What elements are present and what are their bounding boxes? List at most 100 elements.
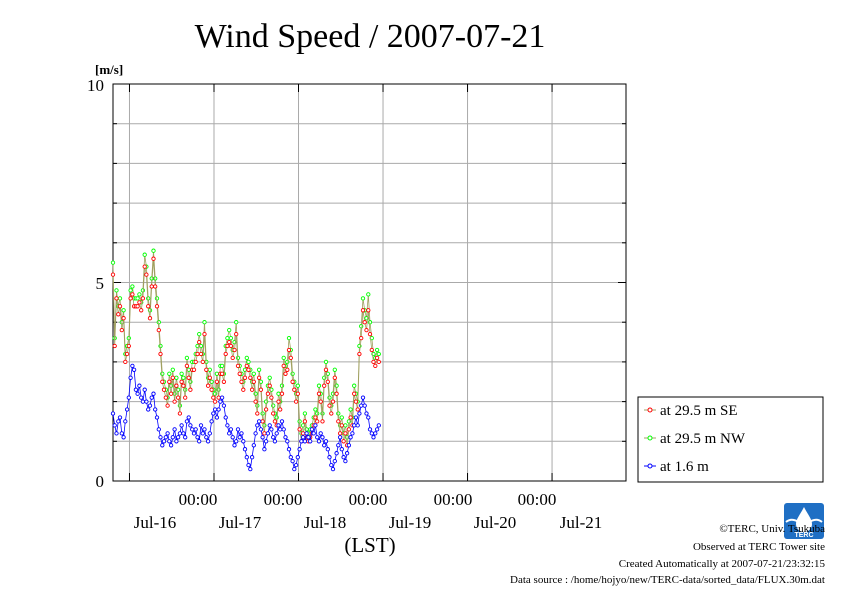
data-point	[110, 272, 116, 277]
data-point	[153, 284, 158, 289]
data-point	[276, 391, 281, 396]
data-point	[332, 367, 337, 372]
data-point	[128, 288, 133, 293]
data-point	[225, 423, 230, 428]
data-point	[344, 451, 350, 456]
data-point	[183, 395, 188, 400]
data-point	[334, 391, 339, 396]
data-point	[218, 399, 223, 404]
series-line	[112, 250, 380, 438]
data-point	[285, 359, 290, 365]
data-point	[360, 395, 366, 400]
data-point	[156, 427, 161, 432]
data-point	[200, 359, 205, 365]
data-point	[290, 458, 295, 464]
data-point	[114, 288, 119, 293]
data-point	[302, 419, 308, 424]
data-point	[330, 391, 336, 396]
data-point	[295, 455, 300, 460]
data-point	[355, 407, 360, 412]
data-point	[117, 304, 123, 309]
data-point	[158, 351, 163, 357]
data-point	[355, 423, 360, 428]
data-point	[244, 363, 249, 369]
data-point	[278, 407, 283, 412]
data-point	[207, 431, 212, 436]
series-1	[110, 248, 381, 440]
data-point	[337, 431, 343, 436]
data-point	[348, 435, 353, 440]
data-point	[332, 375, 337, 380]
data-point	[320, 435, 325, 440]
data-point	[357, 351, 362, 357]
data-point	[116, 312, 121, 317]
data-point	[135, 391, 140, 396]
data-point	[165, 403, 170, 408]
data-point	[207, 367, 212, 372]
data-point	[119, 327, 124, 333]
legend-marker-se	[647, 407, 653, 413]
data-point	[366, 415, 371, 420]
data-point	[204, 435, 209, 440]
data-point	[202, 427, 207, 432]
data-point	[114, 296, 119, 301]
data-point	[357, 411, 362, 416]
data-point	[135, 296, 140, 301]
data-point	[359, 335, 364, 341]
data-point	[237, 371, 242, 376]
data-point	[376, 359, 381, 365]
credit-copyright: ©TERC, Univ. Tsukuba	[719, 523, 825, 535]
data-point	[193, 359, 198, 365]
data-point	[202, 331, 207, 337]
data-point	[219, 363, 225, 369]
data-point	[286, 335, 292, 341]
legend-label-low: at 1.6 m	[660, 459, 709, 475]
data-point	[330, 399, 336, 404]
data-point	[242, 375, 248, 380]
data-point	[126, 395, 131, 400]
data-point	[181, 431, 186, 436]
data-point	[121, 308, 126, 313]
x-day-label: Jul-20	[474, 513, 517, 532]
data-point	[322, 443, 327, 448]
data-point	[258, 387, 264, 392]
data-point	[110, 260, 116, 265]
data-point	[239, 379, 244, 384]
data-point	[241, 439, 246, 444]
data-point	[183, 435, 188, 440]
data-point	[126, 343, 131, 349]
data-point	[279, 419, 285, 424]
data-point	[248, 466, 253, 472]
data-point	[299, 439, 304, 444]
data-point	[336, 419, 341, 424]
x-day-label: Jul-19	[389, 513, 432, 532]
data-point	[313, 423, 318, 428]
data-point	[188, 423, 193, 428]
data-point	[130, 284, 135, 289]
data-point	[281, 427, 286, 432]
data-point	[329, 411, 334, 416]
data-point	[170, 375, 175, 380]
data-point	[285, 367, 290, 372]
data-point	[147, 403, 153, 408]
data-point	[315, 435, 320, 440]
data-point	[306, 435, 311, 440]
data-point	[151, 391, 156, 396]
series-line	[112, 258, 380, 446]
data-point	[337, 435, 343, 440]
data-point	[256, 419, 262, 424]
data-point	[255, 411, 260, 416]
data-point	[133, 387, 139, 392]
data-point	[285, 439, 290, 444]
data-point	[336, 411, 341, 416]
data-point	[371, 435, 376, 440]
data-point	[211, 395, 216, 400]
data-point	[228, 427, 234, 432]
data-point	[260, 435, 265, 440]
data-point	[121, 316, 126, 321]
data-point	[167, 379, 172, 384]
data-point	[302, 411, 308, 416]
data-point	[154, 304, 160, 309]
data-point	[311, 431, 316, 436]
data-point	[360, 308, 366, 313]
